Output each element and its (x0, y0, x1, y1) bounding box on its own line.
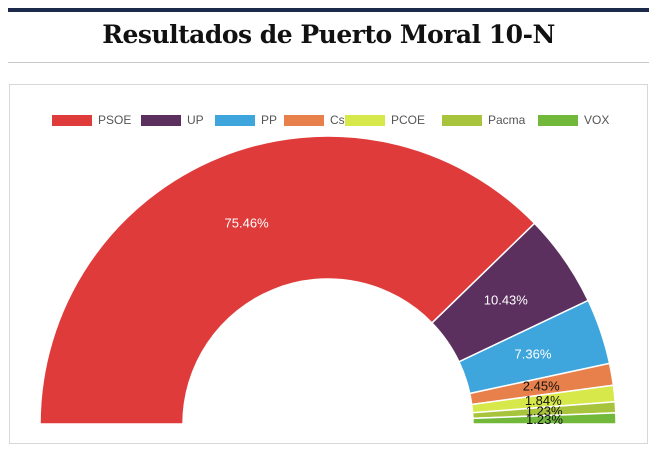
legend-swatch (345, 114, 385, 126)
legend-swatch (141, 114, 181, 126)
legend-label: PCOE (391, 113, 426, 127)
chart-frame (9, 84, 648, 444)
legend-item-vox[interactable]: VOX (538, 110, 609, 130)
legend-label: Pacma (488, 113, 526, 127)
legend-item-pcoe[interactable]: PCOE (345, 110, 425, 130)
legend-label: UP (187, 113, 204, 127)
slice-label-up: 10.43% (484, 292, 529, 307)
legend-swatch (284, 114, 324, 126)
legend-label: Cs (330, 113, 345, 127)
slice-label-vox: 1.23% (526, 412, 563, 427)
slice-psoe[interactable] (39, 135, 536, 425)
legend-swatch (215, 114, 255, 126)
legend-swatch (538, 114, 578, 126)
legend-item-pacma[interactable]: Pacma (442, 110, 525, 130)
legend-label: VOX (584, 113, 610, 127)
slice-label-cs: 2.45% (523, 379, 560, 394)
title-divider (8, 62, 649, 63)
slice-label-psoe: 75.46% (225, 215, 270, 230)
legend-item-psoe[interactable]: PSOE (52, 110, 131, 130)
legend-label: PSOE (98, 113, 132, 127)
legend-swatch (442, 114, 482, 126)
legend-item-pp[interactable]: PP (215, 110, 277, 130)
top-rule (8, 8, 649, 12)
slice-label-pp: 7.36% (515, 346, 552, 361)
legend-swatch (52, 114, 92, 126)
legend-item-cs[interactable]: Cs (284, 110, 345, 130)
page-title: Resultados de Puerto Moral 10-N (102, 20, 555, 49)
slice-label-pcoe: 1.84% (525, 393, 562, 408)
slice-vox[interactable] (472, 412, 617, 425)
legend-item-up[interactable]: UP (141, 110, 204, 130)
chart-legend: PSOE UP PP Cs PCOE Pacma VOX (0, 110, 657, 130)
legend-label: PP (261, 113, 278, 127)
